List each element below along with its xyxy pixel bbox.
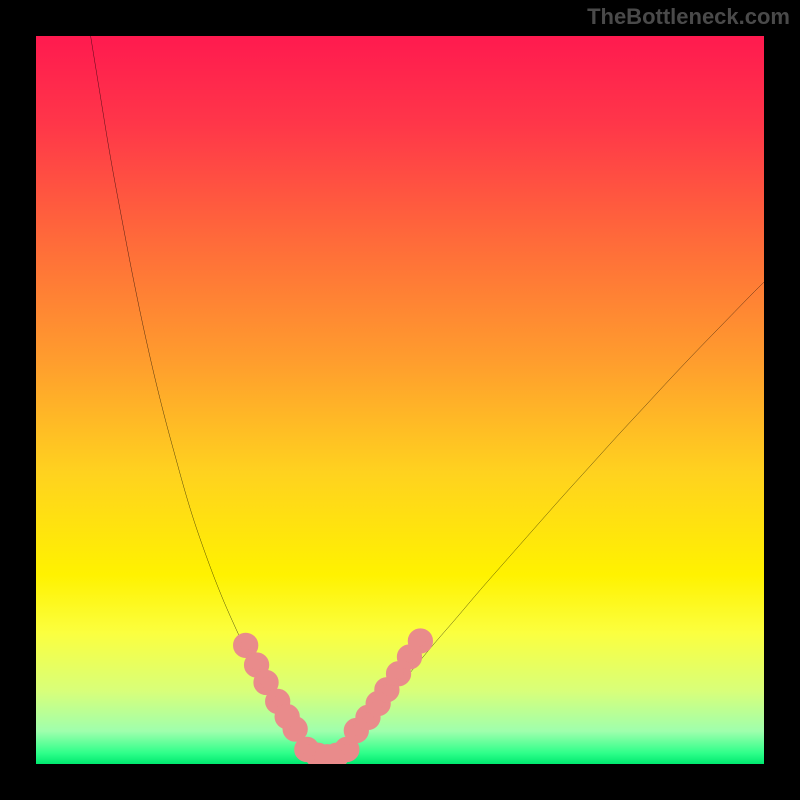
gradient-background: [36, 36, 764, 764]
plot-area: [36, 36, 764, 764]
watermark-text: TheBottleneck.com: [587, 4, 790, 30]
